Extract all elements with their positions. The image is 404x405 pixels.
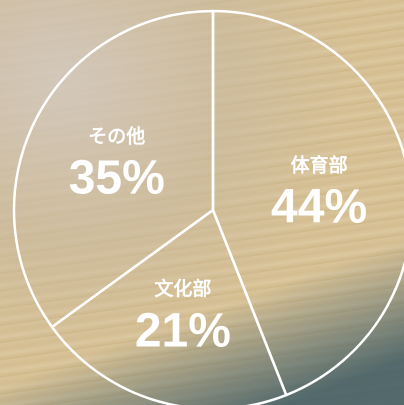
pie-slice bbox=[211, 9, 404, 397]
slice-value-label: 35% bbox=[69, 152, 165, 205]
pie-slice bbox=[50, 208, 288, 405]
slice-category-label: 文化部 bbox=[154, 277, 211, 300]
slice-category-label: その他 bbox=[88, 124, 145, 147]
slice-value-label: 21% bbox=[135, 304, 231, 357]
pie-slice bbox=[12, 9, 215, 329]
slice-category-label: 体育部 bbox=[291, 153, 348, 176]
slice-value-label: 44% bbox=[271, 180, 367, 233]
